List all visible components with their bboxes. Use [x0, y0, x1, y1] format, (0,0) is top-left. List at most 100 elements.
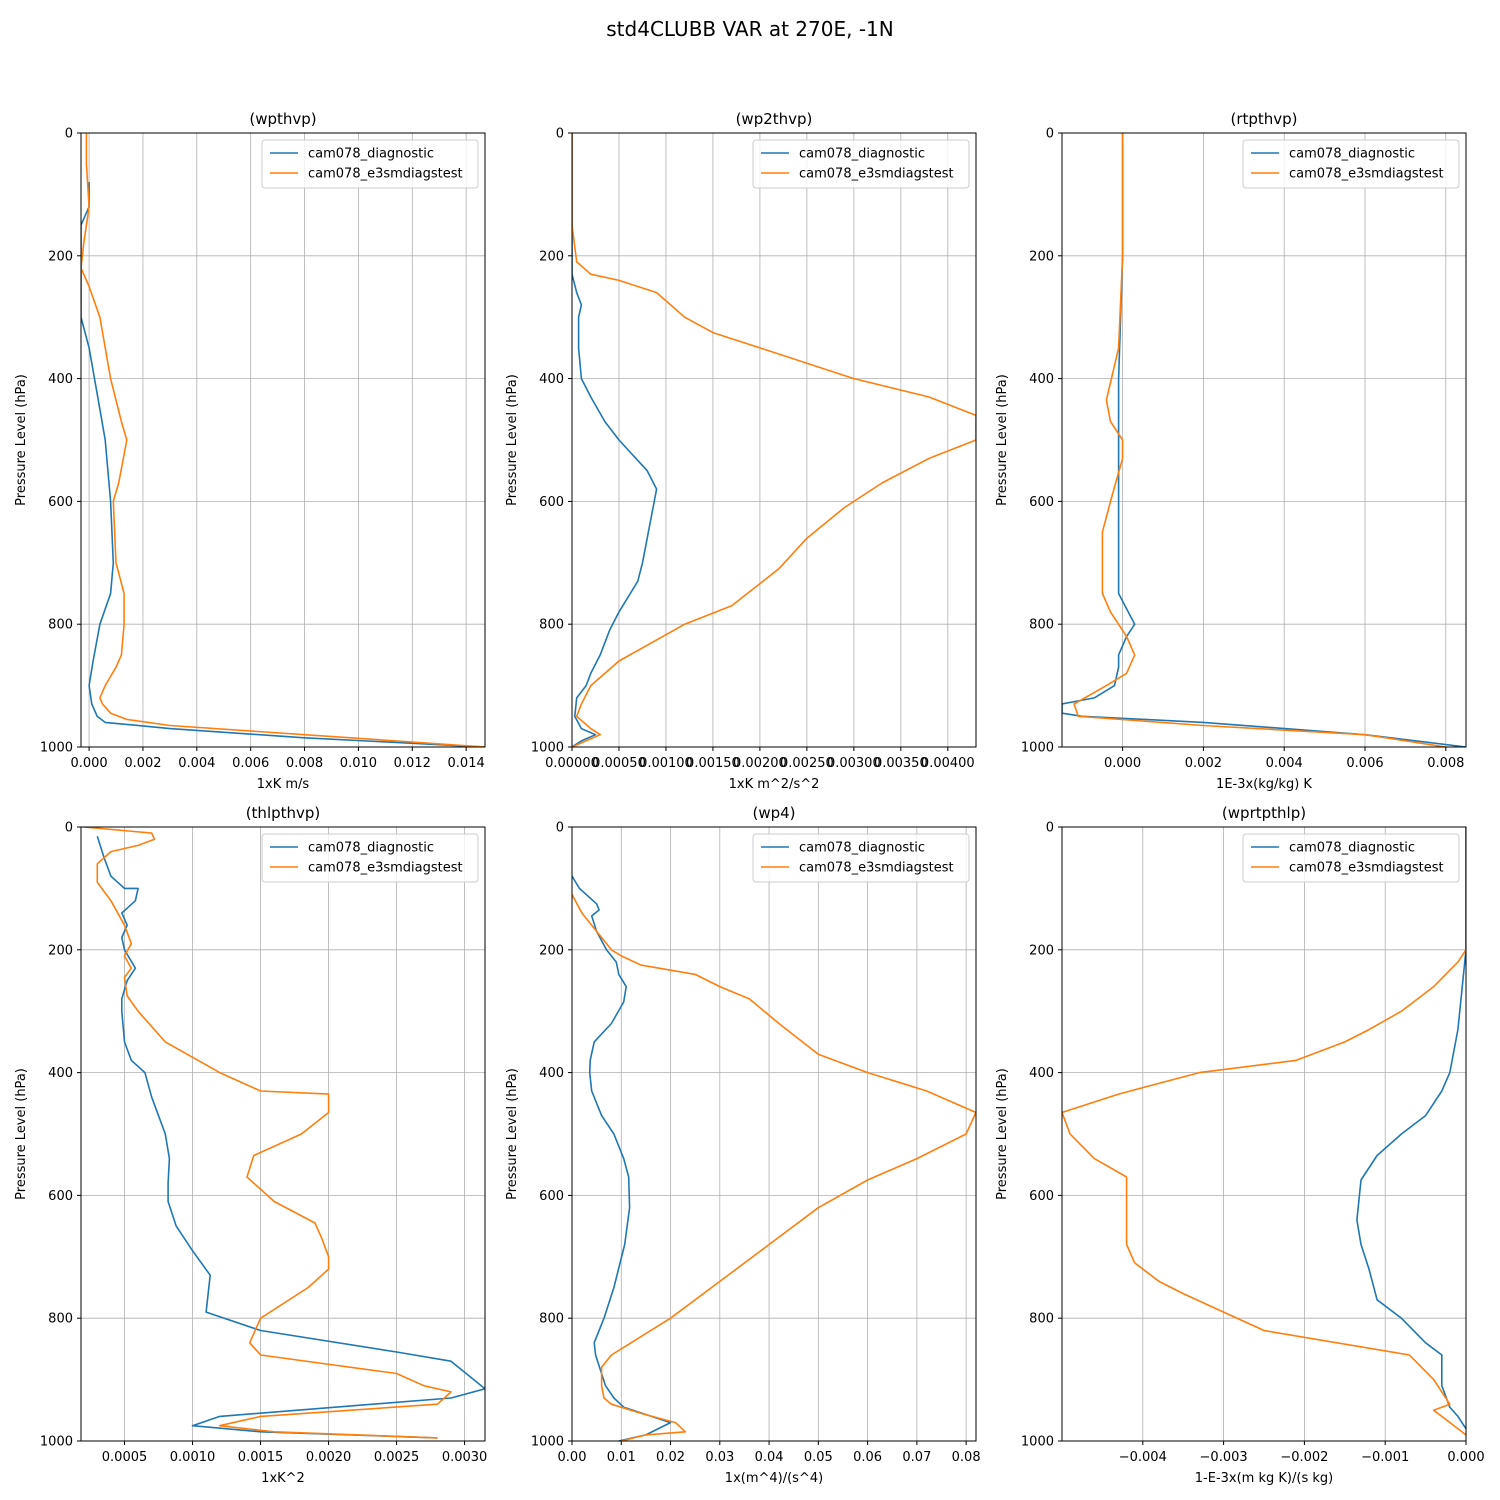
y-tick-label: 600 [1029, 495, 1054, 510]
axes-frame [80, 826, 486, 1442]
x-tick-label: 0.0005 [102, 1450, 148, 1465]
legend-label: cam078_diagnostic [308, 147, 434, 162]
series-line-cam078_diagnostic [81, 182, 485, 747]
x-tick-label: 0.00 [558, 1450, 587, 1465]
y-tick-label: 800 [48, 1312, 73, 1327]
x-tick-label: 0.00400 [921, 756, 975, 771]
x-tick-label: 0.00100 [639, 756, 693, 771]
y-axis-label: Pressure Level (hPa) [505, 1068, 520, 1200]
axes-frame [80, 132, 486, 748]
x-tick-label: 0.004 [1266, 756, 1303, 771]
panel-2: 0.000 0.002 0.004 0.006 0.008 0 200 400 600 800 10… [995, 110, 1467, 792]
x-tick-label: −0.002 [1280, 1450, 1328, 1465]
x-tick-label: 0.00300 [827, 756, 881, 771]
legend-label: cam078_e3smdiagstest [308, 167, 463, 182]
x-tick-label: 0.05 [804, 1450, 833, 1465]
y-tick-label: 200 [1029, 249, 1054, 264]
x-tick-label: 0.00150 [686, 756, 740, 771]
y-tick-label: 200 [1029, 943, 1054, 958]
legend-box [1242, 833, 1460, 883]
y-tick-label: 800 [48, 618, 73, 633]
y-axis-label: Pressure Level (hPa) [14, 374, 29, 506]
y-tick-label: 800 [1029, 618, 1054, 633]
legend-label: cam078_e3smdiagstest [1289, 167, 1444, 182]
y-axis-label: Pressure Level (hPa) [505, 374, 520, 506]
y-tick-label: 0 [556, 821, 564, 836]
x-axis-label: 1x(m^4)/(s^4) [725, 1471, 823, 1486]
legend-label: cam078_e3smdiagstest [1289, 861, 1444, 876]
y-tick-label: 600 [48, 1189, 73, 1204]
series-line-cam078_diagnostic [1356, 827, 1466, 1430]
x-axis-label: 1-E-3x(m kg K)/(s kg) [1195, 1471, 1333, 1486]
x-tick-label: 0.000 [1104, 756, 1141, 771]
y-tick-label: 600 [48, 495, 73, 510]
panel-0: 0.000 0.002 0.004 0.006 0.008 0.010 0.012 0.014… [14, 110, 486, 792]
x-tick-label: 0.000 [1447, 1450, 1484, 1465]
y-tick-label: 600 [539, 495, 564, 510]
y-tick-label: 400 [539, 1066, 564, 1081]
panel-1: 0.000000.000500.001000.001500.002000.002… [505, 110, 977, 792]
y-axis-label: Pressure Level (hPa) [14, 1068, 29, 1200]
x-tick-label: 0.02 [656, 1450, 685, 1465]
legend: cam078_diagnostic cam078_e3smdiagstest [261, 139, 479, 189]
axes-frame [1061, 132, 1467, 748]
legend: cam078_diagnostic cam078_e3smdiagstest [1242, 139, 1460, 189]
x-tick-label: 0.006 [1346, 756, 1383, 771]
legend-box [1242, 139, 1460, 189]
x-tick-label: 0.08 [952, 1450, 981, 1465]
legend-label: cam078_e3smdiagstest [799, 861, 954, 876]
legend: cam078_diagnostic cam078_e3smdiagstest [261, 833, 479, 883]
legend-box [261, 139, 479, 189]
x-tick-label: −0.004 [1119, 1450, 1167, 1465]
y-tick-label: 200 [48, 249, 73, 264]
x-tick-label: 0.0015 [238, 1450, 284, 1465]
y-tick-label: 400 [1029, 1066, 1054, 1081]
x-tick-label: −0.003 [1200, 1450, 1248, 1465]
y-tick-label: 400 [1029, 372, 1054, 387]
x-axis-label: 1xK m^2/s^2 [729, 777, 820, 792]
y-tick-label: 600 [1029, 1189, 1054, 1204]
y-tick-label: 800 [1029, 1312, 1054, 1327]
y-tick-label: 0 [556, 127, 564, 142]
legend: cam078_diagnostic cam078_e3smdiagstest [1242, 833, 1460, 883]
legend-label: cam078_diagnostic [308, 841, 434, 856]
y-tick-label: 200 [539, 943, 564, 958]
x-tick-label: 0.014 [448, 756, 485, 771]
y-tick-label: 400 [48, 1066, 73, 1081]
figure-title: std4CLUBB VAR at 270E, -1N [606, 17, 893, 41]
x-tick-label: 0.00200 [733, 756, 787, 771]
x-tick-label: 0.002 [1185, 756, 1222, 771]
series-line-cam078_e3smdiagstest [83, 827, 452, 1439]
x-tick-label: 0.0030 [442, 1450, 488, 1465]
x-tick-label: 0.0020 [306, 1450, 352, 1465]
series-line-cam078_diagnostic [572, 133, 658, 747]
legend: cam078_diagnostic cam078_e3smdiagstest [752, 139, 970, 189]
x-tick-label: 0.01 [607, 1450, 636, 1465]
legend-box [261, 833, 479, 883]
x-tick-label: 0.06 [853, 1450, 882, 1465]
x-tick-label: 0.00000 [545, 756, 599, 771]
axes-frame [571, 132, 977, 748]
panel-title: (wp4) [752, 804, 795, 822]
x-tick-label: 0.000 [70, 756, 107, 771]
x-axis-label: 1xK^2 [261, 1471, 305, 1486]
x-tick-label: 0.0010 [170, 1450, 216, 1465]
legend: cam078_diagnostic cam078_e3smdiagstest [752, 833, 970, 883]
x-tick-label: 0.006 [232, 756, 269, 771]
axes-frame [1061, 826, 1467, 1442]
y-tick-label: 200 [48, 943, 73, 958]
x-tick-label: 0.00250 [780, 756, 834, 771]
x-tick-label: 0.008 [1427, 756, 1464, 771]
x-tick-label: 0.008 [286, 756, 323, 771]
y-axis-label: Pressure Level (hPa) [995, 1068, 1010, 1200]
y-tick-label: 400 [539, 372, 564, 387]
x-tick-label: 0.00050 [592, 756, 646, 771]
y-tick-label: 200 [539, 249, 564, 264]
x-tick-label: −0.001 [1361, 1450, 1409, 1465]
legend-box [752, 833, 970, 883]
series-line-cam078_e3smdiagstest [1062, 827, 1466, 1436]
y-tick-label: 1000 [40, 1435, 73, 1450]
legend-label: cam078_diagnostic [799, 147, 925, 162]
series-line-cam078_diagnostic [96, 835, 485, 1439]
